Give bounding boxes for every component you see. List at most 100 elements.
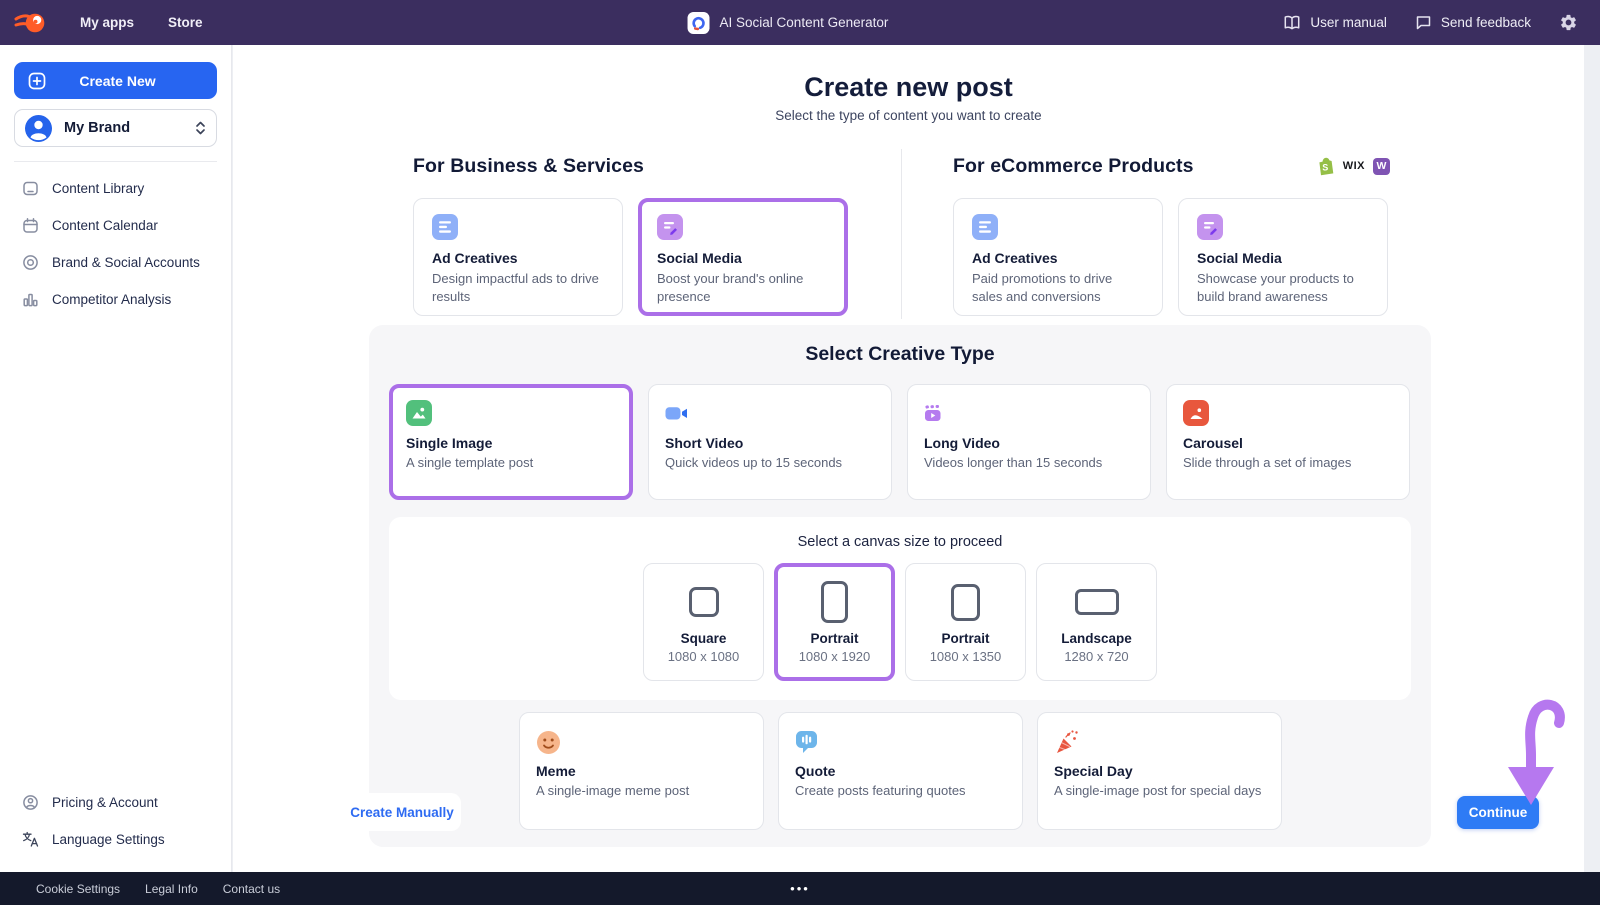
card-meme[interactable]: Meme A single-image meme post (519, 712, 764, 830)
create-manually-link[interactable]: Create Manually (350, 804, 454, 820)
page-subtitle: Select the type of content you want to c… (775, 108, 1042, 123)
send-feedback-label: Send feedback (1440, 15, 1531, 30)
card-special-day[interactable]: Special Day A single-image post for spec… (1037, 712, 1282, 830)
target-icon (22, 254, 39, 271)
woocommerce-icon: W (1373, 157, 1390, 175)
card-title: Single Image (406, 435, 493, 451)
footer-more-dots[interactable]: ••• (790, 881, 810, 896)
size-option-portrait-1080x1350[interactable]: Portrait 1080 x 1350 (905, 563, 1026, 681)
sidebar: Create New My Brand Content Library (0, 45, 232, 872)
card-desc: Quick videos up to 15 seconds (665, 455, 843, 470)
portrait-shape-icon (821, 581, 848, 623)
section-divider (901, 149, 902, 319)
continue-button[interactable]: Continue (1457, 796, 1539, 829)
square-shape-icon (688, 587, 719, 617)
bar-chart-icon (22, 291, 39, 308)
shopify-icon: S (1318, 157, 1335, 176)
plus-square-icon (28, 72, 46, 90)
card-ecommerce-ad-creatives[interactable]: Ad Creatives Paid promotions to drive sa… (953, 198, 1163, 316)
card-quote[interactable]: Quote Create posts featuring quotes (778, 712, 1023, 830)
size-option-square[interactable]: Square 1080 x 1080 (643, 563, 764, 681)
size-label: Portrait (810, 631, 859, 646)
business-section: For Business & Services Ad Creatives Des… (413, 153, 850, 316)
party-popper-icon (1054, 729, 1080, 755)
card-desc: Create posts featuring quotes (795, 783, 966, 798)
sidebar-item-label: Pricing & Account (52, 795, 158, 810)
svg-text:S: S (1322, 162, 1328, 172)
card-title: Special Day (1054, 763, 1133, 779)
size-dimensions: 1080 x 1920 (798, 649, 871, 664)
nav-my-apps[interactable]: My apps (80, 15, 135, 30)
app-logo-icon (687, 11, 710, 34)
sidebar-item-language-settings[interactable]: Language Settings (14, 821, 217, 858)
wix-logo: WIX (1342, 160, 1365, 172)
card-title: Long Video (924, 435, 1000, 451)
create-manually-tab[interactable]: Create Manually (343, 793, 461, 831)
business-heading: For Business & Services (413, 154, 644, 177)
canvas-size-panel: Select a canvas size to proceed Square 1… (389, 517, 1411, 700)
sidebar-item-content-library[interactable]: Content Library (14, 170, 217, 207)
card-long-video[interactable]: Long Video Videos longer than 15 seconds (907, 384, 1151, 500)
sidebar-item-pricing-account[interactable]: Pricing & Account (14, 784, 217, 821)
library-box-icon (22, 180, 39, 197)
avatar (25, 114, 52, 142)
ecommerce-section: For eCommerce Products S WIX W (953, 153, 1390, 316)
quote-bubble-icon (795, 730, 818, 755)
card-desc: Design impactful ads to drive results (432, 271, 599, 304)
card-desc: Showcase your products to build brand aw… (1197, 271, 1354, 304)
calendar-icon (22, 217, 39, 234)
brand-selector[interactable]: My Brand (14, 109, 217, 147)
canvas-size-heading: Select a canvas size to proceed (797, 534, 1003, 550)
ad-creatives-icon (972, 214, 998, 240)
user-manual-link[interactable]: User manual (1283, 14, 1387, 31)
creative-type-heading: Select Creative Type (805, 343, 995, 365)
footer-contact-us[interactable]: Contact us (222, 881, 281, 896)
footer-bar: Cookie Settings Legal Info Contact us ••… (0, 872, 1600, 905)
card-title: Short Video (665, 435, 744, 451)
platform-icons: S WIX W (1318, 157, 1390, 176)
app-title-group: AI Social Content Generator (687, 0, 889, 45)
semrush-logo-icon[interactable] (14, 10, 46, 36)
footer-cookie-settings[interactable]: Cookie Settings (36, 881, 121, 896)
book-icon (1283, 14, 1301, 31)
size-dimensions: 1280 x 720 (1064, 649, 1129, 664)
card-business-ad-creatives[interactable]: Ad Creatives Design impactful ads to dri… (413, 198, 623, 316)
chevron-updown-icon (195, 120, 206, 136)
sidebar-item-brand-social-accounts[interactable]: Brand & Social Accounts (14, 244, 217, 281)
nav-store[interactable]: Store (168, 15, 203, 30)
size-option-portrait-1080x1920[interactable]: Portrait 1080 x 1920 (774, 563, 895, 681)
carousel-icon (1183, 400, 1209, 426)
card-business-social-media[interactable]: Social Media Boost your brand's online p… (638, 198, 848, 316)
card-carousel[interactable]: Carousel Slide through a set of images (1166, 384, 1410, 500)
footer-legal-info[interactable]: Legal Info (145, 881, 198, 896)
size-label: Landscape (1061, 631, 1132, 646)
card-desc: A single-image meme post (536, 783, 690, 798)
social-media-icon (1197, 214, 1223, 240)
translate-icon (22, 831, 39, 848)
card-title: Social Media (657, 250, 742, 266)
landscape-shape-icon (1074, 589, 1119, 615)
social-media-icon (657, 214, 683, 240)
sidebar-item-content-calendar[interactable]: Content Calendar (14, 207, 217, 244)
sidebar-item-label: Brand & Social Accounts (52, 255, 200, 270)
card-ecommerce-social-media[interactable]: Social Media Showcase your products to b… (1178, 198, 1388, 316)
creative-type-panel: Select Creative Type Single Image A sing… (369, 325, 1431, 847)
short-video-icon (665, 405, 689, 422)
size-label: Portrait (941, 631, 990, 646)
app-title: AI Social Content Generator (719, 15, 889, 30)
send-feedback-link[interactable]: Send feedback (1415, 14, 1531, 31)
main-content: Create new post Select the type of conte… (233, 45, 1584, 872)
single-image-icon (406, 400, 432, 426)
card-desc: Videos longer than 15 seconds (924, 455, 1103, 470)
size-option-landscape-1280x720[interactable]: Landscape 1280 x 720 (1036, 563, 1157, 681)
sidebar-divider (14, 161, 217, 162)
card-desc: Slide through a set of images (1183, 455, 1352, 470)
settings-gear-icon[interactable] (1559, 13, 1578, 32)
card-single-image[interactable]: Single Image A single template post (389, 384, 633, 500)
long-video-icon (924, 404, 944, 422)
create-new-button[interactable]: Create New (14, 62, 217, 99)
card-short-video[interactable]: Short Video Quick videos up to 15 second… (648, 384, 892, 500)
ad-creatives-icon (432, 214, 458, 240)
card-desc: A single template post (406, 455, 534, 470)
sidebar-item-competitor-analysis[interactable]: Competitor Analysis (14, 281, 217, 318)
